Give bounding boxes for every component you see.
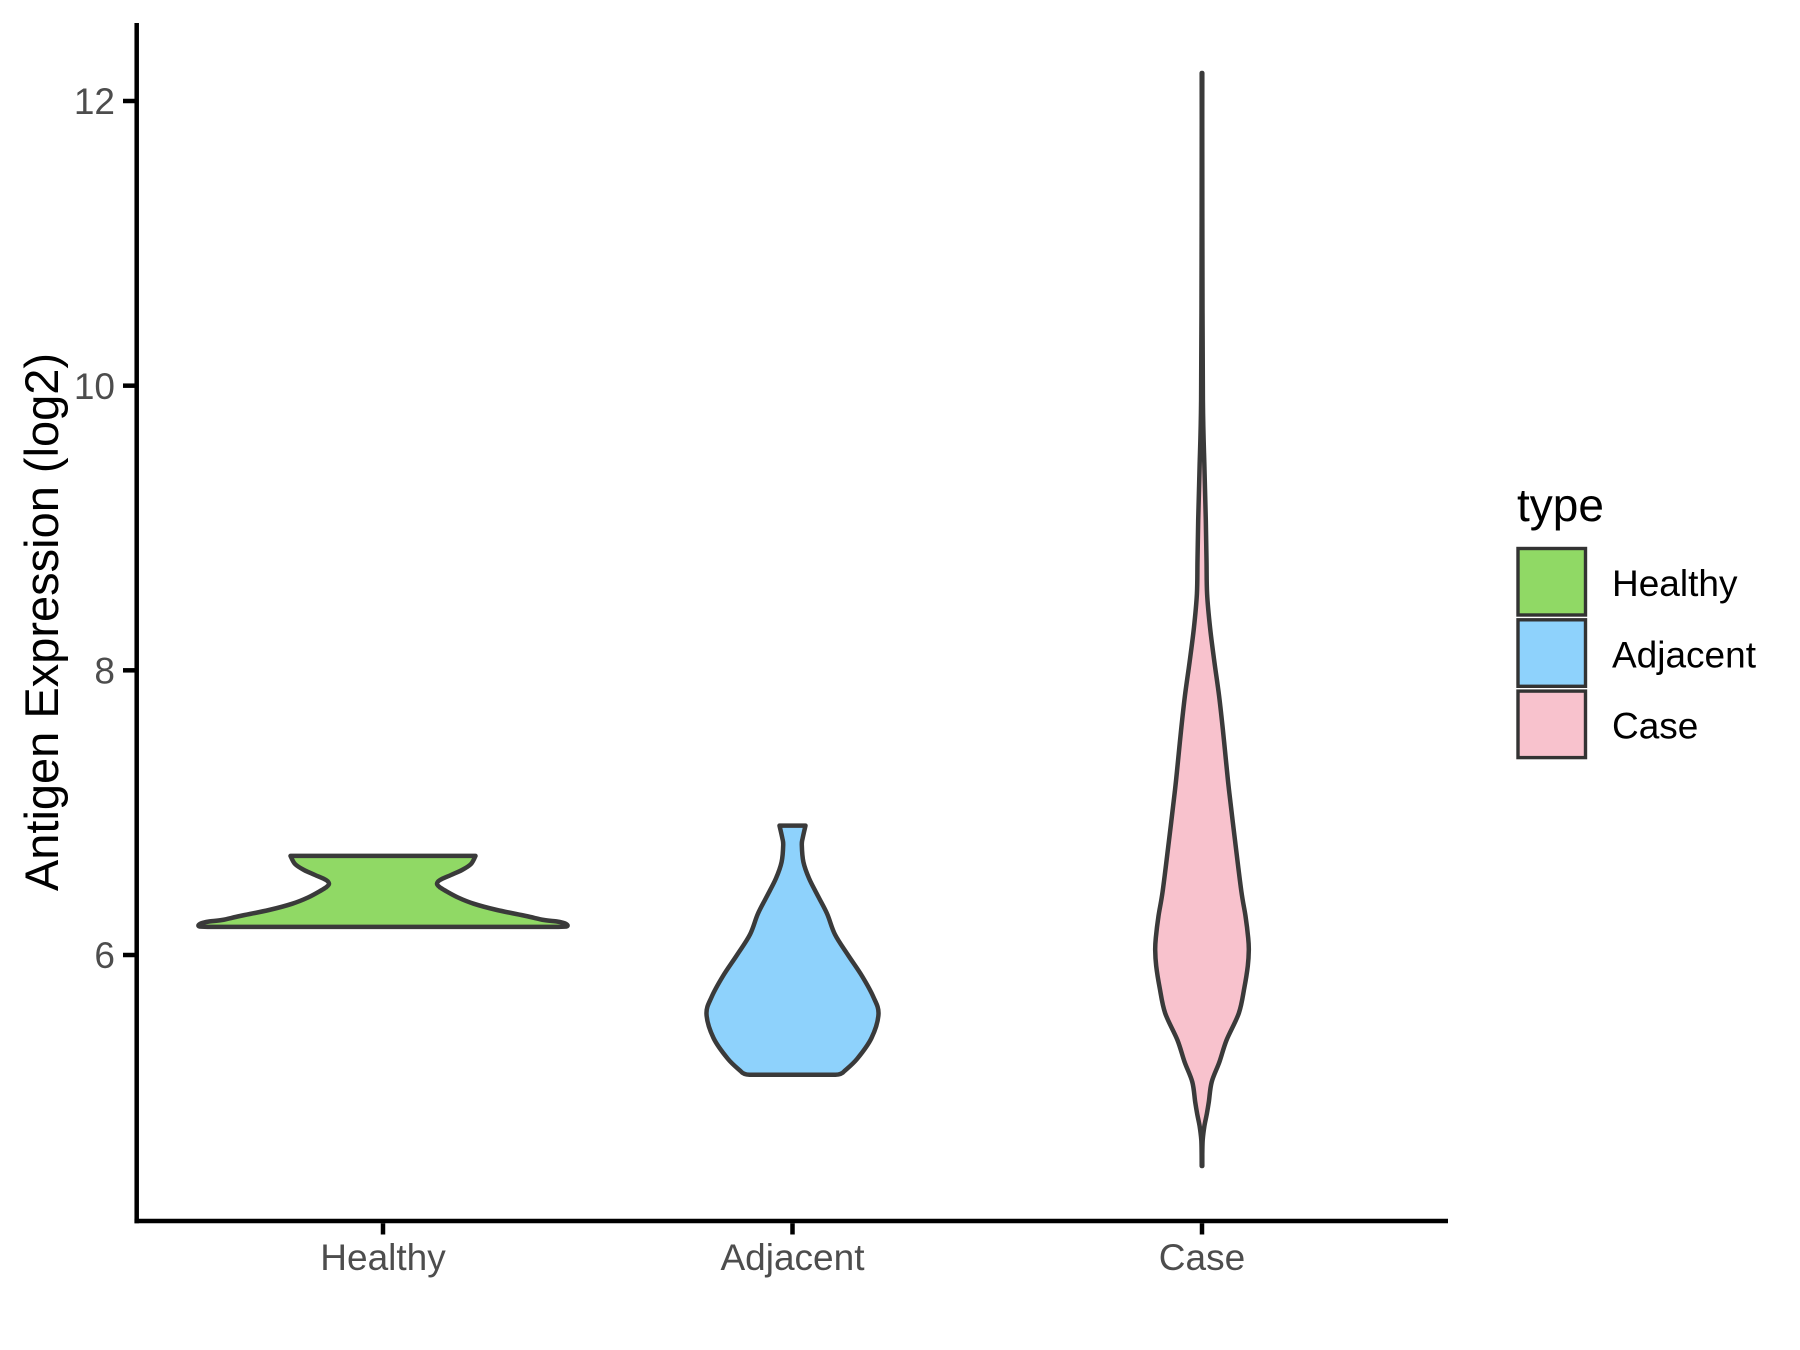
svg-text:8: 8 <box>94 651 115 692</box>
svg-text:Case: Case <box>1612 706 1698 747</box>
svg-text:Adjacent: Adjacent <box>1612 634 1757 675</box>
svg-text:Healthy: Healthy <box>320 1237 446 1278</box>
svg-text:Healthy: Healthy <box>1612 563 1738 604</box>
svg-text:12: 12 <box>74 81 115 122</box>
svg-text:Antigen Expression (log2): Antigen Expression (log2) <box>15 353 68 891</box>
svg-text:6: 6 <box>94 935 115 976</box>
svg-text:type: type <box>1517 479 1604 531</box>
svg-text:10: 10 <box>74 366 115 407</box>
svg-text:Case: Case <box>1159 1237 1245 1278</box>
svg-text:Adjacent: Adjacent <box>721 1237 866 1278</box>
